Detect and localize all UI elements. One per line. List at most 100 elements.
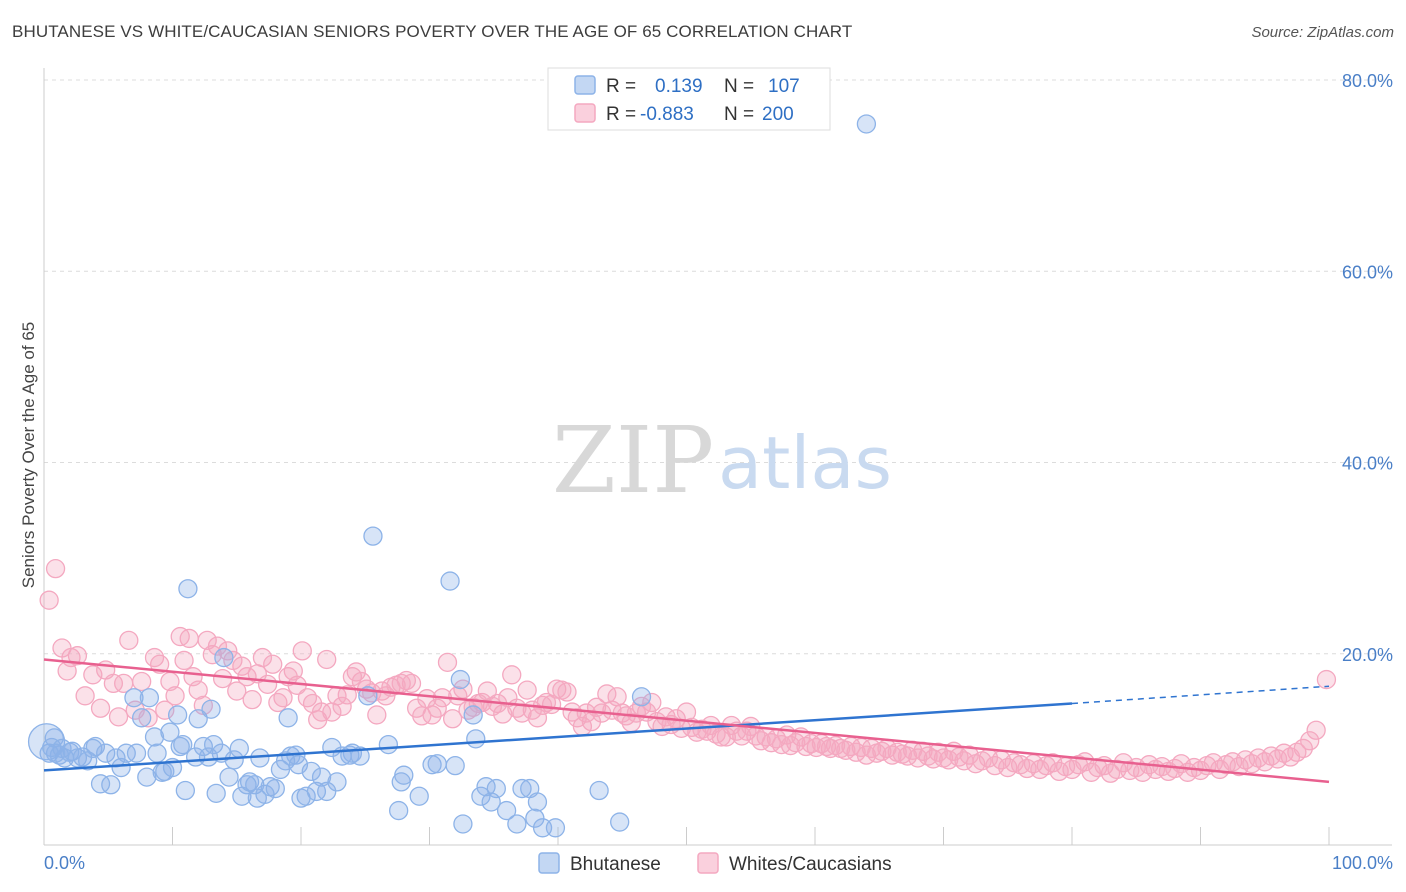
data-point: [149, 654, 170, 674]
y-tick-label: 40.0%: [1342, 454, 1393, 474]
data-point: [206, 783, 226, 804]
data-point: [296, 786, 316, 806]
data-point: [882, 745, 902, 765]
trendline-whites: [43, 658, 1330, 784]
data-point: [1316, 669, 1337, 690]
data-point: [165, 686, 185, 706]
data-point: [45, 558, 66, 579]
data-point: [67, 646, 88, 666]
data-point: [137, 767, 157, 787]
series-legend: Bhutanese Whites/Caucasians: [538, 852, 892, 875]
data-point: [45, 743, 66, 763]
data-point: [178, 579, 198, 599]
data-point: [138, 708, 158, 728]
data-point: [445, 755, 465, 776]
data-point: [466, 729, 486, 749]
x-tick-labels: 0.0% 100.0%: [44, 853, 1393, 873]
data-point: [214, 647, 234, 668]
bhutanese-points: [27, 114, 877, 838]
data-point: [90, 698, 111, 718]
data-point: [173, 734, 193, 755]
data-point: [607, 687, 627, 707]
data-point: [317, 649, 337, 670]
data-point: [311, 767, 332, 787]
data-point: [589, 780, 609, 801]
data-point: [278, 708, 298, 728]
gridlines: [44, 79, 1392, 655]
stats-legend: R = 0.139 N = 107 R = -0.883 N = 200: [547, 67, 831, 131]
data-point: [389, 800, 409, 821]
y-tick-labels: 20.0% 40.0% 60.0% 80.0%: [1342, 71, 1393, 665]
legend-r-whites: -0.883: [640, 104, 694, 125]
data-point: [507, 814, 527, 834]
data-point: [297, 688, 318, 708]
data-point: [197, 630, 217, 651]
data-point: [265, 778, 285, 799]
data-point: [175, 780, 196, 801]
data-point: [346, 662, 366, 682]
data-point: [111, 757, 131, 778]
data-point: [126, 743, 147, 763]
data-point: [409, 786, 429, 806]
trendline-bhutanese: [43, 702, 1073, 772]
data-point: [453, 814, 473, 834]
data-point: [856, 114, 877, 134]
data-point: [502, 665, 522, 685]
data-point: [167, 705, 188, 725]
data-point: [103, 673, 124, 694]
data-point: [337, 685, 357, 705]
y-tick-label: 20.0%: [1342, 645, 1393, 665]
data-point: [283, 661, 303, 681]
data-point: [562, 702, 582, 722]
data-point: [427, 754, 447, 774]
data-point: [147, 743, 167, 763]
data-point: [201, 699, 221, 719]
data-point: [363, 526, 383, 546]
data-point: [75, 686, 95, 706]
data-point: [327, 772, 347, 792]
chart-title: BHUTANESE VS WHITE/CAUCASIAN SENIORS POV…: [12, 22, 853, 41]
data-point: [427, 698, 447, 718]
trendline-bhutanese-extension: [1071, 685, 1330, 705]
data-point: [806, 737, 826, 758]
legend-n-whites: 200: [762, 104, 794, 125]
data-point: [450, 669, 470, 690]
data-point: [796, 736, 816, 757]
data-point: [106, 748, 126, 768]
legend-r-label: R =: [606, 104, 636, 125]
data-point: [144, 727, 165, 747]
data-point: [396, 670, 417, 691]
data-point: [124, 688, 144, 708]
y-tick-label: 80.0%: [1342, 71, 1393, 91]
x-tick-label-min: 0.0%: [44, 853, 85, 873]
data-point: [557, 682, 577, 702]
data-point: [412, 706, 432, 726]
legend-n-label: N =: [724, 104, 754, 125]
data-point: [116, 743, 136, 763]
data-point: [631, 687, 652, 707]
data-point: [872, 741, 892, 761]
data-point: [188, 709, 208, 729]
data-point: [1293, 738, 1313, 759]
data-point: [463, 697, 483, 717]
data-point: [486, 778, 506, 799]
legend-r-bhutanese: 0.139: [655, 76, 703, 97]
data-point: [242, 690, 262, 710]
data-point: [642, 692, 662, 713]
data-point: [342, 743, 363, 763]
data-point: [174, 650, 194, 671]
legend-n-label: N =: [724, 76, 754, 97]
data-point: [90, 774, 111, 794]
data-point: [229, 738, 249, 759]
data-point: [301, 761, 321, 782]
data-point: [496, 800, 517, 821]
legend-r-label: R =: [606, 76, 636, 97]
source-credit: Source: ZipAtlas.com: [1251, 24, 1394, 41]
data-point: [378, 734, 399, 755]
data-point: [825, 735, 846, 756]
data-point: [332, 696, 352, 716]
data-point: [263, 654, 283, 674]
data-point: [442, 709, 463, 729]
bottom-legend-whites: Whites/Caucasians: [729, 854, 892, 875]
data-point: [96, 743, 116, 763]
